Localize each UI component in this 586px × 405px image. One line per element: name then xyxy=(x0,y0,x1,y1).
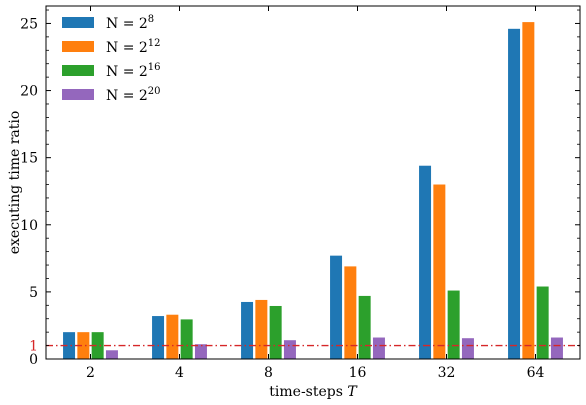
bars-group xyxy=(63,22,563,360)
bar xyxy=(283,340,296,359)
legend-label-base: N = 2 xyxy=(106,40,148,56)
x-tick-label: 64 xyxy=(527,365,545,381)
legend-label: N = 220 xyxy=(106,86,161,104)
y-tick-label: 5 xyxy=(29,285,38,301)
x-axis-label-text: time-steps xyxy=(269,384,347,400)
bar xyxy=(344,266,357,359)
bar xyxy=(166,314,179,359)
x-tick-label: 8 xyxy=(264,365,273,381)
bar xyxy=(91,332,104,359)
bar xyxy=(522,22,535,360)
legend-label: N = 212 xyxy=(106,38,161,56)
y-tick-label: 0 xyxy=(29,352,38,368)
bar xyxy=(358,295,371,359)
bar xyxy=(77,332,90,359)
bar xyxy=(433,184,446,359)
bar xyxy=(447,290,460,359)
bar xyxy=(194,344,207,359)
x-tick-label: 4 xyxy=(175,365,184,381)
bar xyxy=(105,350,118,359)
bar xyxy=(63,332,76,359)
plot-frame xyxy=(45,5,581,360)
legend-swatch xyxy=(62,41,94,52)
legend-label-exponent: 12 xyxy=(148,38,161,49)
bar xyxy=(372,337,385,359)
bar xyxy=(241,301,254,359)
legend-label-base: N = 2 xyxy=(106,16,148,32)
bar xyxy=(419,165,432,359)
y-tick-label: 15 xyxy=(20,151,38,167)
y-tick-label: 20 xyxy=(20,84,38,100)
legend-label-base: N = 2 xyxy=(106,88,148,104)
axis-ticks: 0 5 10 15 20 25 2 4 8 16 32 64 xyxy=(20,6,580,381)
legend-label-base: N = 2 xyxy=(106,64,148,80)
x-tick-label: 16 xyxy=(349,365,367,381)
legend-label-exponent: 8 xyxy=(148,14,154,25)
legend-swatch xyxy=(62,17,94,28)
legend-swatch xyxy=(62,65,94,76)
bar xyxy=(180,319,193,359)
legend-label-exponent: 16 xyxy=(148,62,161,73)
x-axis-label: time-steps T xyxy=(269,384,358,400)
bar xyxy=(330,255,343,359)
bar xyxy=(152,316,165,359)
legend-label: N = 28 xyxy=(106,14,154,32)
bar xyxy=(536,286,549,359)
reference-line-label: 1 xyxy=(29,339,38,355)
y-tick-label: 10 xyxy=(20,218,38,234)
bar xyxy=(550,337,563,359)
y-axis-label: executing time ratio xyxy=(7,111,23,255)
x-axis-label-variable: T xyxy=(347,384,358,400)
legend-label: N = 216 xyxy=(106,62,161,80)
bar xyxy=(269,305,282,359)
bar xyxy=(461,338,474,359)
bar xyxy=(255,299,268,359)
legend-swatch xyxy=(62,89,94,100)
x-tick-label: 32 xyxy=(438,365,456,381)
y-tick-label: 25 xyxy=(20,16,38,32)
bar xyxy=(508,28,521,359)
x-tick-label: 2 xyxy=(86,365,95,381)
legend-label-exponent: 20 xyxy=(148,86,161,97)
